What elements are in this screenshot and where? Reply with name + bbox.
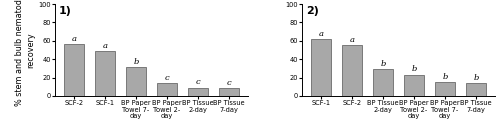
Text: b: b xyxy=(442,73,448,81)
Bar xyxy=(126,67,146,96)
Bar xyxy=(373,69,393,96)
Bar xyxy=(219,88,239,96)
Bar xyxy=(404,75,424,96)
Bar xyxy=(342,45,362,96)
Bar xyxy=(157,83,177,96)
Bar xyxy=(64,45,84,96)
Bar xyxy=(95,51,115,96)
Text: b: b xyxy=(134,58,138,66)
Text: b: b xyxy=(380,60,386,68)
Text: 1): 1) xyxy=(59,6,72,16)
Bar xyxy=(435,82,455,96)
Text: a: a xyxy=(72,35,76,43)
Bar xyxy=(188,88,208,96)
Text: c: c xyxy=(196,78,200,86)
Text: b: b xyxy=(474,74,479,82)
Text: c: c xyxy=(164,74,170,82)
Text: c: c xyxy=(226,79,232,87)
Text: b: b xyxy=(412,65,416,73)
Bar xyxy=(311,39,331,96)
Bar xyxy=(466,83,486,96)
Text: a: a xyxy=(318,30,324,38)
Text: a: a xyxy=(102,42,108,50)
Text: a: a xyxy=(350,36,354,44)
Text: 2): 2) xyxy=(306,6,319,16)
Y-axis label: % stem and bulb nematode
recovery: % stem and bulb nematode recovery xyxy=(16,0,36,106)
